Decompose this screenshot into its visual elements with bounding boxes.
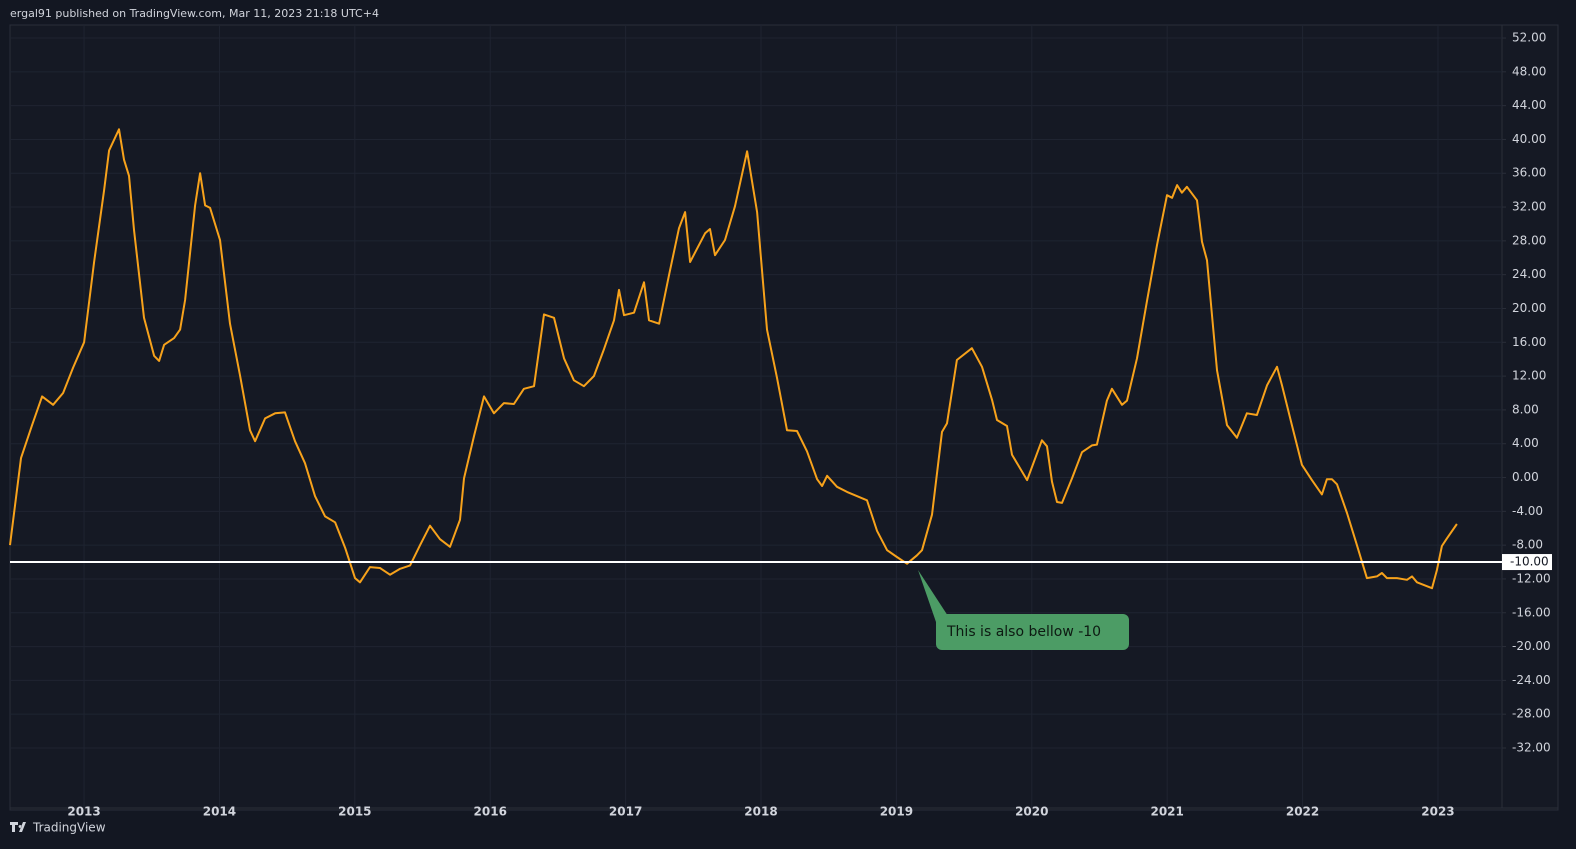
x-tick-label: 2015 — [338, 805, 371, 819]
y-tick-label: 40.00 — [1512, 132, 1546, 146]
x-tick-label: 2017 — [609, 805, 642, 819]
y-tick-label: 16.00 — [1512, 335, 1546, 349]
x-tick-label: 2023 — [1421, 805, 1454, 819]
y-tick-label: 12.00 — [1512, 369, 1546, 383]
callout-text: This is also bellow -10 — [946, 624, 1101, 640]
y-tick-label: 28.00 — [1512, 233, 1546, 247]
y-tick-label: 24.00 — [1512, 267, 1546, 281]
x-tick-label: 2020 — [1015, 805, 1048, 819]
callout-box — [936, 614, 1129, 650]
y-tick-label: -20.00 — [1512, 639, 1551, 653]
x-tick-label: 2013 — [67, 805, 100, 819]
x-tick-label: 2014 — [203, 805, 236, 819]
y-tick-label: 4.00 — [1512, 436, 1539, 450]
hline-label: -10.00 — [1510, 555, 1549, 569]
y-tick-label: 32.00 — [1512, 200, 1546, 214]
logo — [10, 822, 26, 832]
line-series — [9, 128, 1458, 590]
header: ergal91 published on TradingView.com, Ma… — [10, 7, 379, 20]
callout-pointer — [918, 570, 948, 622]
plot — [9, 128, 1502, 590]
x-tick-label: 2021 — [1150, 805, 1183, 819]
x-tick-label: 2019 — [880, 805, 913, 819]
x-tick-label: 2016 — [474, 805, 507, 819]
grid — [10, 25, 1502, 808]
x-tick-label: 2022 — [1286, 805, 1319, 819]
y-tick-label: 52.00 — [1512, 31, 1546, 45]
y-tick-label: -8.00 — [1512, 538, 1543, 552]
y-tick-label: 8.00 — [1512, 402, 1539, 416]
annotation: This is also bellow -10 — [918, 570, 1129, 650]
y-tick-label: -16.00 — [1512, 605, 1551, 619]
y-tick-label: 20.00 — [1512, 301, 1546, 315]
y-tick-label: -28.00 — [1512, 707, 1551, 721]
y-tick-label: -24.00 — [1512, 673, 1551, 687]
y-tick-label: 48.00 — [1512, 64, 1546, 78]
y-tick-label: 44.00 — [1512, 98, 1546, 112]
y-tick-label: 36.00 — [1512, 166, 1546, 180]
y-tick-label: -12.00 — [1512, 571, 1551, 585]
y-tick-label: 0.00 — [1512, 470, 1539, 484]
footer: TradingView — [32, 821, 106, 835]
y-tick-label: -4.00 — [1512, 504, 1543, 518]
hline-label-box — [1502, 554, 1552, 571]
x-tick-label: 2018 — [744, 805, 777, 819]
y-tick-label: -32.00 — [1512, 740, 1551, 754]
